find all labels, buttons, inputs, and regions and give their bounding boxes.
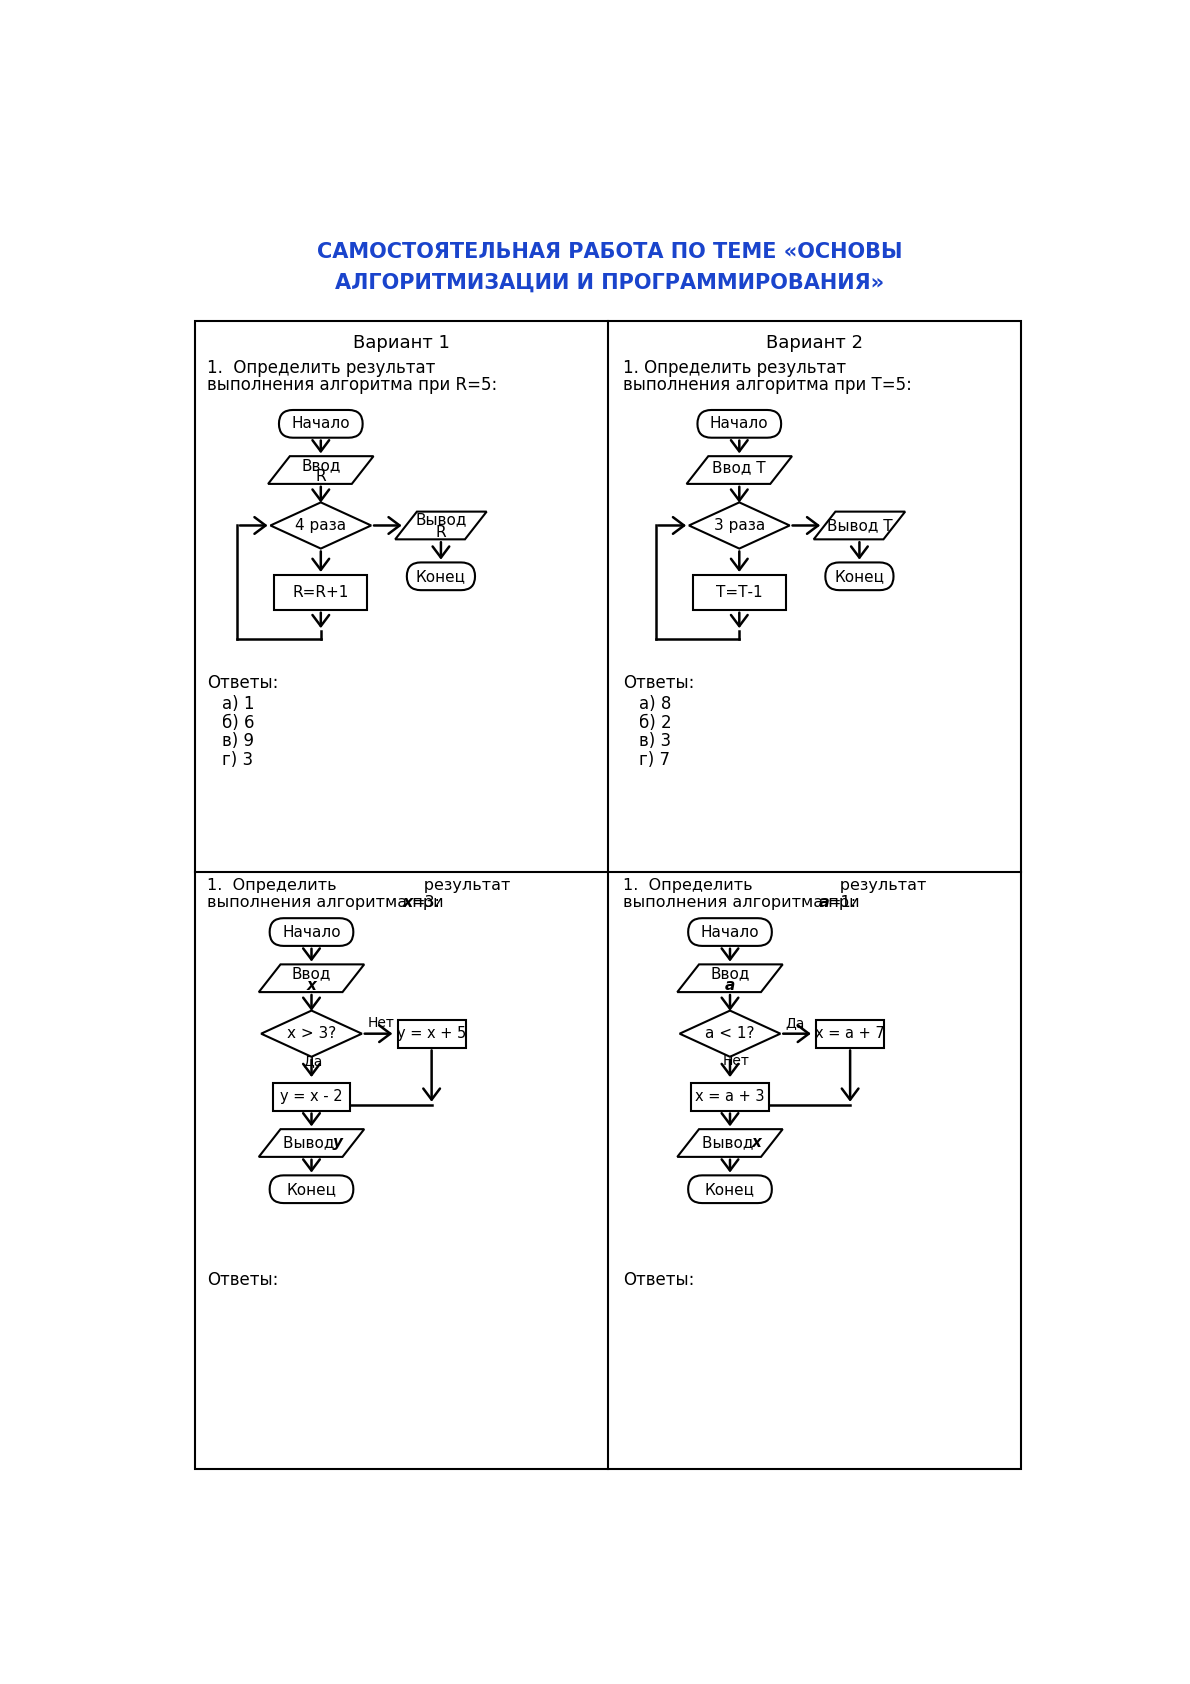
Text: Вариант 1: Вариант 1	[353, 333, 450, 352]
Text: Конец: Конец	[704, 1182, 754, 1197]
Text: г) 7: г) 7	[639, 751, 670, 768]
Text: Конец: Конец	[834, 569, 884, 584]
Text: а) 1: а) 1	[223, 695, 255, 712]
Bar	[816, 1021, 884, 1047]
Text: x: x	[403, 896, 413, 911]
Text: выполнения алгоритма при R=5:: выполнения алгоритма при R=5:	[207, 376, 497, 394]
Text: a < 1?: a < 1?	[706, 1026, 754, 1041]
Polygon shape	[258, 965, 364, 992]
Text: Ответы:: Ответы:	[207, 674, 278, 692]
Text: x: x	[307, 978, 317, 992]
Text: Конец: Конец	[287, 1182, 337, 1197]
Text: Т=Т-1: Т=Т-1	[716, 584, 763, 600]
Text: Вывод: Вывод	[283, 1135, 339, 1150]
Text: выполнения алгоритма при Т=5:: выполнения алгоритма при Т=5:	[624, 376, 912, 394]
Polygon shape	[679, 1010, 781, 1058]
Text: Нет: Нет	[368, 1015, 394, 1031]
FancyBboxPatch shape	[826, 562, 894, 589]
Text: Ввод Т: Ввод Т	[713, 460, 766, 475]
Polygon shape	[258, 1130, 364, 1157]
Text: x: x	[752, 1135, 762, 1150]
Text: Конец: Конец	[416, 569, 466, 584]
Text: 3 раза: 3 раза	[714, 519, 765, 532]
Text: x = a + 3: x = a + 3	[695, 1090, 765, 1105]
Text: Ввод: Ввод	[292, 967, 331, 982]
Text: 4 раза: 4 раза	[295, 519, 346, 532]
Text: =1:: =1:	[828, 896, 857, 911]
Text: САМОСТОЯТЕЛЬНАЯ РАБОТА ПО ТЕМЕ «ОСНОВЫ: САМОСТОЯТЕЛЬНАЯ РАБОТА ПО ТЕМЕ «ОСНОВЫ	[317, 242, 903, 263]
Text: Начало: Начало	[701, 925, 759, 940]
Bar	[273, 1083, 350, 1111]
Text: 1. Определить результат: 1. Определить результат	[624, 359, 846, 377]
FancyBboxPatch shape	[688, 1175, 772, 1202]
Text: a: a	[819, 896, 829, 911]
Polygon shape	[261, 1010, 362, 1058]
Bar	[397, 1021, 465, 1047]
Text: Вывод: Вывод	[415, 512, 466, 527]
FancyBboxPatch shape	[697, 409, 781, 438]
Text: Да: Да	[303, 1054, 324, 1068]
Text: Ответы:: Ответы:	[624, 674, 695, 692]
Text: в) 9: в) 9	[223, 733, 255, 749]
Bar	[691, 1083, 769, 1111]
Text: Начало: Начало	[282, 925, 340, 940]
Polygon shape	[270, 502, 371, 549]
Text: АЛГОРИТМИЗАЦИИ И ПРОГРАММИРОВАНИЯ»: АЛГОРИТМИЗАЦИИ И ПРОГРАММИРОВАНИЯ»	[336, 273, 884, 293]
Text: R: R	[315, 468, 326, 483]
Polygon shape	[268, 456, 374, 483]
Text: Вывод Т: Вывод Т	[827, 519, 892, 532]
Text: в) 3: в) 3	[639, 733, 671, 749]
Text: Ввод: Ввод	[301, 458, 340, 473]
Text: R=R+1: R=R+1	[293, 584, 349, 600]
Bar	[275, 576, 368, 610]
Polygon shape	[689, 502, 790, 549]
Text: =3:: =3:	[412, 896, 440, 911]
Polygon shape	[395, 512, 487, 539]
Text: выполнения алгоритма при: выполнения алгоритма при	[207, 896, 449, 911]
Text: а) 8: а) 8	[639, 695, 671, 712]
Text: б) 6: б) 6	[223, 714, 255, 731]
Bar	[195, 322, 1021, 1468]
Text: Начало: Начало	[710, 416, 769, 431]
Text: выполнения алгоритма при: выполнения алгоритма при	[624, 896, 865, 911]
Bar	[693, 576, 785, 610]
FancyBboxPatch shape	[688, 918, 772, 946]
Text: Да: Да	[785, 1015, 806, 1031]
Text: 1.  Определить результат: 1. Определить результат	[207, 359, 436, 377]
FancyBboxPatch shape	[278, 409, 363, 438]
FancyBboxPatch shape	[270, 1175, 353, 1202]
Text: Ответы:: Ответы:	[624, 1271, 695, 1288]
Text: Ответы:: Ответы:	[207, 1271, 278, 1288]
Polygon shape	[687, 456, 793, 483]
Text: г) 3: г) 3	[223, 751, 253, 768]
FancyBboxPatch shape	[270, 918, 353, 946]
Text: Вывод: Вывод	[702, 1135, 758, 1150]
FancyBboxPatch shape	[407, 562, 475, 589]
Text: Нет: Нет	[722, 1054, 750, 1068]
Polygon shape	[677, 1130, 783, 1157]
Text: Вариант 2: Вариант 2	[765, 333, 863, 352]
Text: 1.  Определить                 результат: 1. Определить результат	[624, 877, 927, 893]
Text: Ввод: Ввод	[710, 967, 750, 982]
Text: 1.  Определить                 результат: 1. Определить результат	[207, 877, 511, 893]
Text: a: a	[725, 978, 735, 992]
Text: Начало: Начало	[292, 416, 350, 431]
Text: б) 2: б) 2	[639, 714, 671, 731]
Text: y: y	[333, 1135, 343, 1150]
Polygon shape	[814, 512, 906, 539]
Text: R: R	[436, 525, 446, 541]
Text: y = x + 5: y = x + 5	[397, 1026, 466, 1041]
Polygon shape	[677, 965, 783, 992]
Text: y = x - 2: y = x - 2	[280, 1090, 343, 1105]
Text: x = a + 7: x = a + 7	[815, 1026, 885, 1041]
Text: x > 3?: x > 3?	[287, 1026, 336, 1041]
